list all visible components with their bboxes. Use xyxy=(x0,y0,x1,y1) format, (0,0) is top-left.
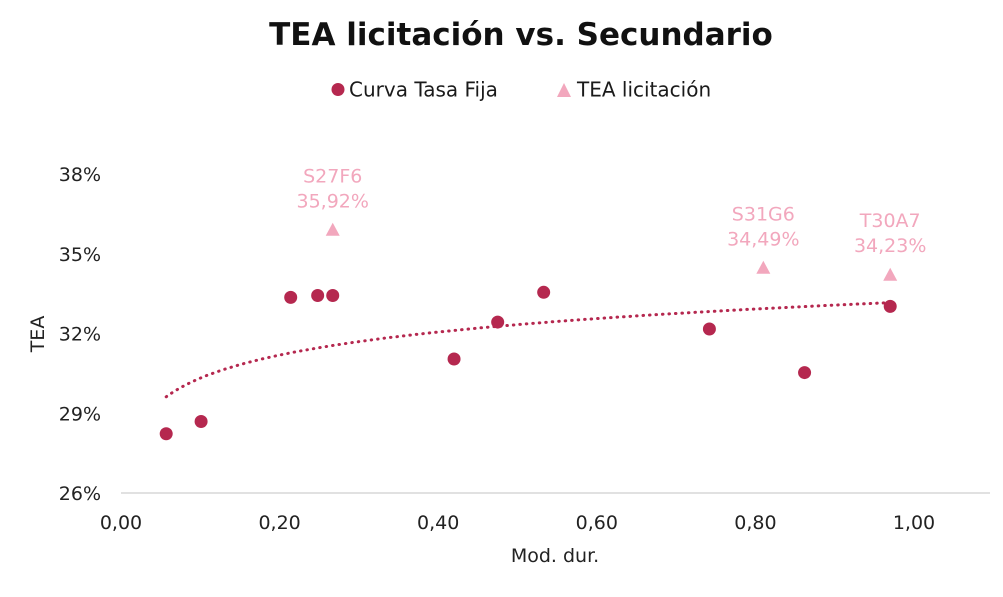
point-curva-tasa-fija xyxy=(159,427,173,441)
annotation-bond-label: S27F6 xyxy=(303,165,362,187)
x-tick-label: 0,80 xyxy=(734,512,776,534)
x-tick-label: 0,40 xyxy=(417,512,459,534)
legend-label-curva: Curva Tasa Fija xyxy=(349,78,498,102)
point-curva-tasa-fija xyxy=(284,290,298,304)
point-tea-licitacion xyxy=(325,222,340,236)
y-tick-label: 35% xyxy=(59,244,101,266)
chart-title: TEA licitación vs. Secundario xyxy=(269,17,773,53)
annotation-bond-label: S31G6 xyxy=(732,203,795,225)
annotation-value-label: 34,49% xyxy=(727,228,799,250)
annotations: S27F6 35,92% S31G6 34,49% T30A7 34,23% xyxy=(297,165,927,257)
data-points xyxy=(159,222,898,441)
point-curva-tasa-fija xyxy=(798,366,812,380)
x-axis-ticks: 0,00 0,20 0,40 0,60 0,80 1,00 xyxy=(100,512,935,534)
annotation-value-label: 34,23% xyxy=(854,235,926,257)
annotation-bond-label: T30A7 xyxy=(859,210,921,232)
x-tick-label: 0,20 xyxy=(258,512,300,534)
point-curva-tasa-fija xyxy=(702,322,716,336)
trendline xyxy=(164,301,892,399)
legend: Curva Tasa Fija TEA licitación xyxy=(331,78,711,102)
y-tick-label: 26% xyxy=(59,483,101,505)
point-curva-tasa-fija xyxy=(194,414,208,428)
x-tick-label: 0,60 xyxy=(576,512,618,534)
point-tea-licitacion xyxy=(883,267,898,281)
point-curva-tasa-fija xyxy=(447,352,461,366)
y-tick-label: 29% xyxy=(59,403,101,425)
y-tick-label: 32% xyxy=(59,324,101,346)
legend-marker-licitacion xyxy=(557,83,571,97)
x-axis-label: Mod. dur. xyxy=(511,545,599,567)
point-curva-tasa-fija xyxy=(491,315,505,329)
point-tea-licitacion xyxy=(756,260,771,274)
y-tick-label: 38% xyxy=(59,164,101,186)
x-tick-label: 0,00 xyxy=(100,512,142,534)
y-axis-label: TEA xyxy=(27,316,49,354)
y-axis-ticks: 26% 29% 32% 35% 38% xyxy=(59,164,101,505)
point-curva-tasa-fija xyxy=(311,288,325,302)
annotation-value-label: 35,92% xyxy=(297,190,369,212)
legend-label-licitacion: TEA licitación xyxy=(576,78,711,102)
point-curva-tasa-fija xyxy=(326,288,340,302)
legend-marker-curva xyxy=(331,83,345,96)
x-tick-label: 1,00 xyxy=(893,512,935,534)
point-curva-tasa-fija xyxy=(537,285,551,299)
point-curva-tasa-fija xyxy=(883,299,897,313)
